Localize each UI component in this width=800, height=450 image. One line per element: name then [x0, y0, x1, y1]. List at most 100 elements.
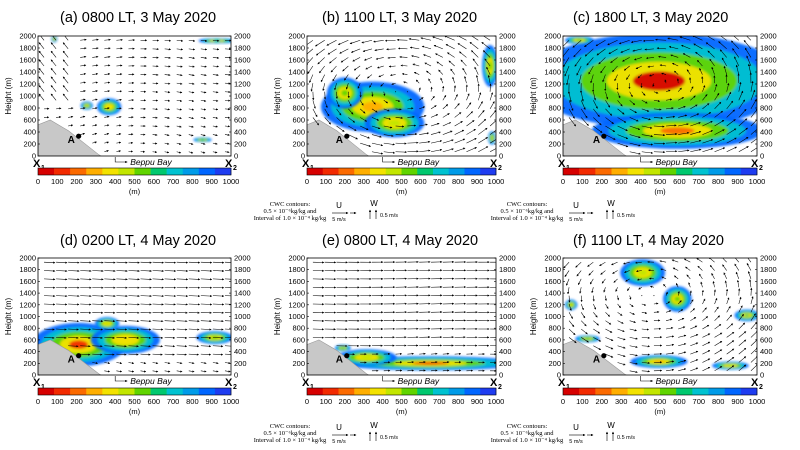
cwc-line1: 0.5 × 10⁻⁶kg/kg and — [500, 430, 554, 437]
w-scale: 0.5 m/s — [617, 213, 635, 219]
wind-arrow — [188, 278, 201, 281]
wind-arrow — [678, 343, 687, 347]
wind-arrow — [466, 138, 477, 144]
colorbar-tick-label: 100 — [576, 397, 589, 406]
colorbar-tick-label: 500 — [654, 177, 667, 186]
colorbar-segment — [563, 168, 580, 175]
wind-arrow — [80, 320, 92, 323]
wind-arrow — [38, 76, 45, 84]
u-label: U — [336, 423, 342, 432]
colorbar-frame — [562, 167, 758, 176]
wind-arrow — [324, 100, 328, 109]
colorbar-tick-label: 100 — [320, 177, 333, 186]
wind-arrow — [747, 271, 752, 279]
wind-arrow — [324, 117, 331, 125]
colorbar-tick-label: 400 — [109, 177, 122, 186]
wind-arrow — [128, 320, 140, 323]
colorbar-frame — [37, 387, 232, 396]
wind-arrow — [104, 278, 116, 281]
ytick-label-left: 1200 — [544, 300, 561, 309]
colorbar-segment — [38, 388, 55, 395]
wind-arrow — [678, 368, 687, 372]
wind-arrow — [92, 303, 104, 306]
wind-arrow — [617, 328, 625, 332]
wind-arrow — [152, 294, 164, 298]
wind-arrow — [480, 36, 491, 41]
wind-arrow — [440, 77, 444, 84]
wind-arrow — [714, 332, 723, 338]
wind-arrow — [750, 296, 754, 305]
wind-arrow — [629, 125, 641, 130]
wind-arrow — [387, 56, 396, 59]
ytick-label-right: 1400 — [234, 68, 251, 77]
wind-arrow — [605, 328, 613, 333]
wind-arrow — [690, 367, 699, 372]
ytick-label-left: 2000 — [288, 254, 305, 263]
wind-arrow — [454, 112, 462, 118]
wind-arrow — [478, 118, 487, 127]
wind-arrow — [580, 100, 586, 110]
plot-area — [38, 36, 231, 156]
ytick-label-right: 1200 — [499, 80, 516, 89]
wind-arrow — [442, 130, 453, 135]
wind-arrow — [738, 347, 747, 355]
ytick-label-left: 600 — [548, 116, 561, 125]
wind-arrow — [342, 65, 349, 72]
u-label: U — [573, 423, 579, 432]
wind-arrow — [725, 288, 729, 296]
wind-arrow — [104, 141, 110, 144]
wind-arrow — [426, 70, 432, 75]
plot-area — [38, 261, 231, 375]
wind-arrow — [164, 91, 171, 94]
ytick-label-right: 1600 — [234, 56, 251, 65]
wind-arrow — [200, 286, 213, 289]
wind-arrow — [188, 345, 200, 348]
wind-arrow — [423, 54, 432, 58]
wind-arrow — [568, 117, 577, 127]
wind-arrow — [80, 115, 86, 118]
wind-arrow — [641, 311, 648, 314]
wind-arrow — [116, 361, 123, 365]
wind-arrow — [466, 147, 477, 152]
wind-arrow — [176, 74, 183, 77]
wind-arrow — [714, 83, 718, 92]
wind-arrow — [699, 273, 703, 280]
wind-arrow — [412, 63, 420, 67]
wind-arrow — [212, 91, 219, 94]
wind-arrow — [442, 85, 445, 92]
colorbar-tick-label: 400 — [634, 177, 647, 186]
colorbar-segment — [322, 168, 339, 175]
wind-arrow — [104, 64, 111, 67]
colorbar-segment — [708, 388, 725, 395]
colorbar-tick-label: 1000 — [223, 177, 240, 186]
cwc-line2: Interval of 1.0 × 10⁻⁴ kg/kg — [491, 437, 564, 444]
wind-arrow — [92, 115, 98, 118]
wind-arrow — [714, 324, 722, 330]
wind-arrow — [430, 140, 443, 144]
cloud-region — [620, 259, 666, 287]
wind-arrow — [116, 90, 123, 93]
legends-layer: CWC contours:0.5 × 10⁻⁶kg/kg andInterval… — [254, 199, 636, 445]
wind-arrow — [50, 67, 57, 75]
ytick-label-left: 0 — [557, 371, 561, 380]
colorbar-frame — [37, 167, 232, 176]
wind-arrow — [614, 74, 618, 82]
wind-arrow — [563, 57, 570, 68]
colorbar-tick-label: 400 — [376, 177, 389, 186]
wind-arrow — [701, 289, 704, 296]
wind-arrow — [454, 94, 458, 101]
colorbar-segment — [54, 388, 71, 395]
wind-arrow — [738, 313, 744, 321]
wind-arrow — [128, 303, 140, 306]
wind-arrow — [714, 306, 719, 313]
wind-arrow — [466, 102, 472, 110]
ytick-label-right: 2000 — [499, 254, 516, 263]
wind-arrow — [104, 320, 116, 323]
ytick-label-left: 1800 — [19, 44, 36, 53]
wind-arrow — [641, 320, 649, 323]
wind-arrow — [310, 83, 314, 92]
wind-arrow — [319, 65, 325, 74]
wind-arrow — [50, 76, 57, 84]
wind-arrow — [212, 142, 218, 145]
